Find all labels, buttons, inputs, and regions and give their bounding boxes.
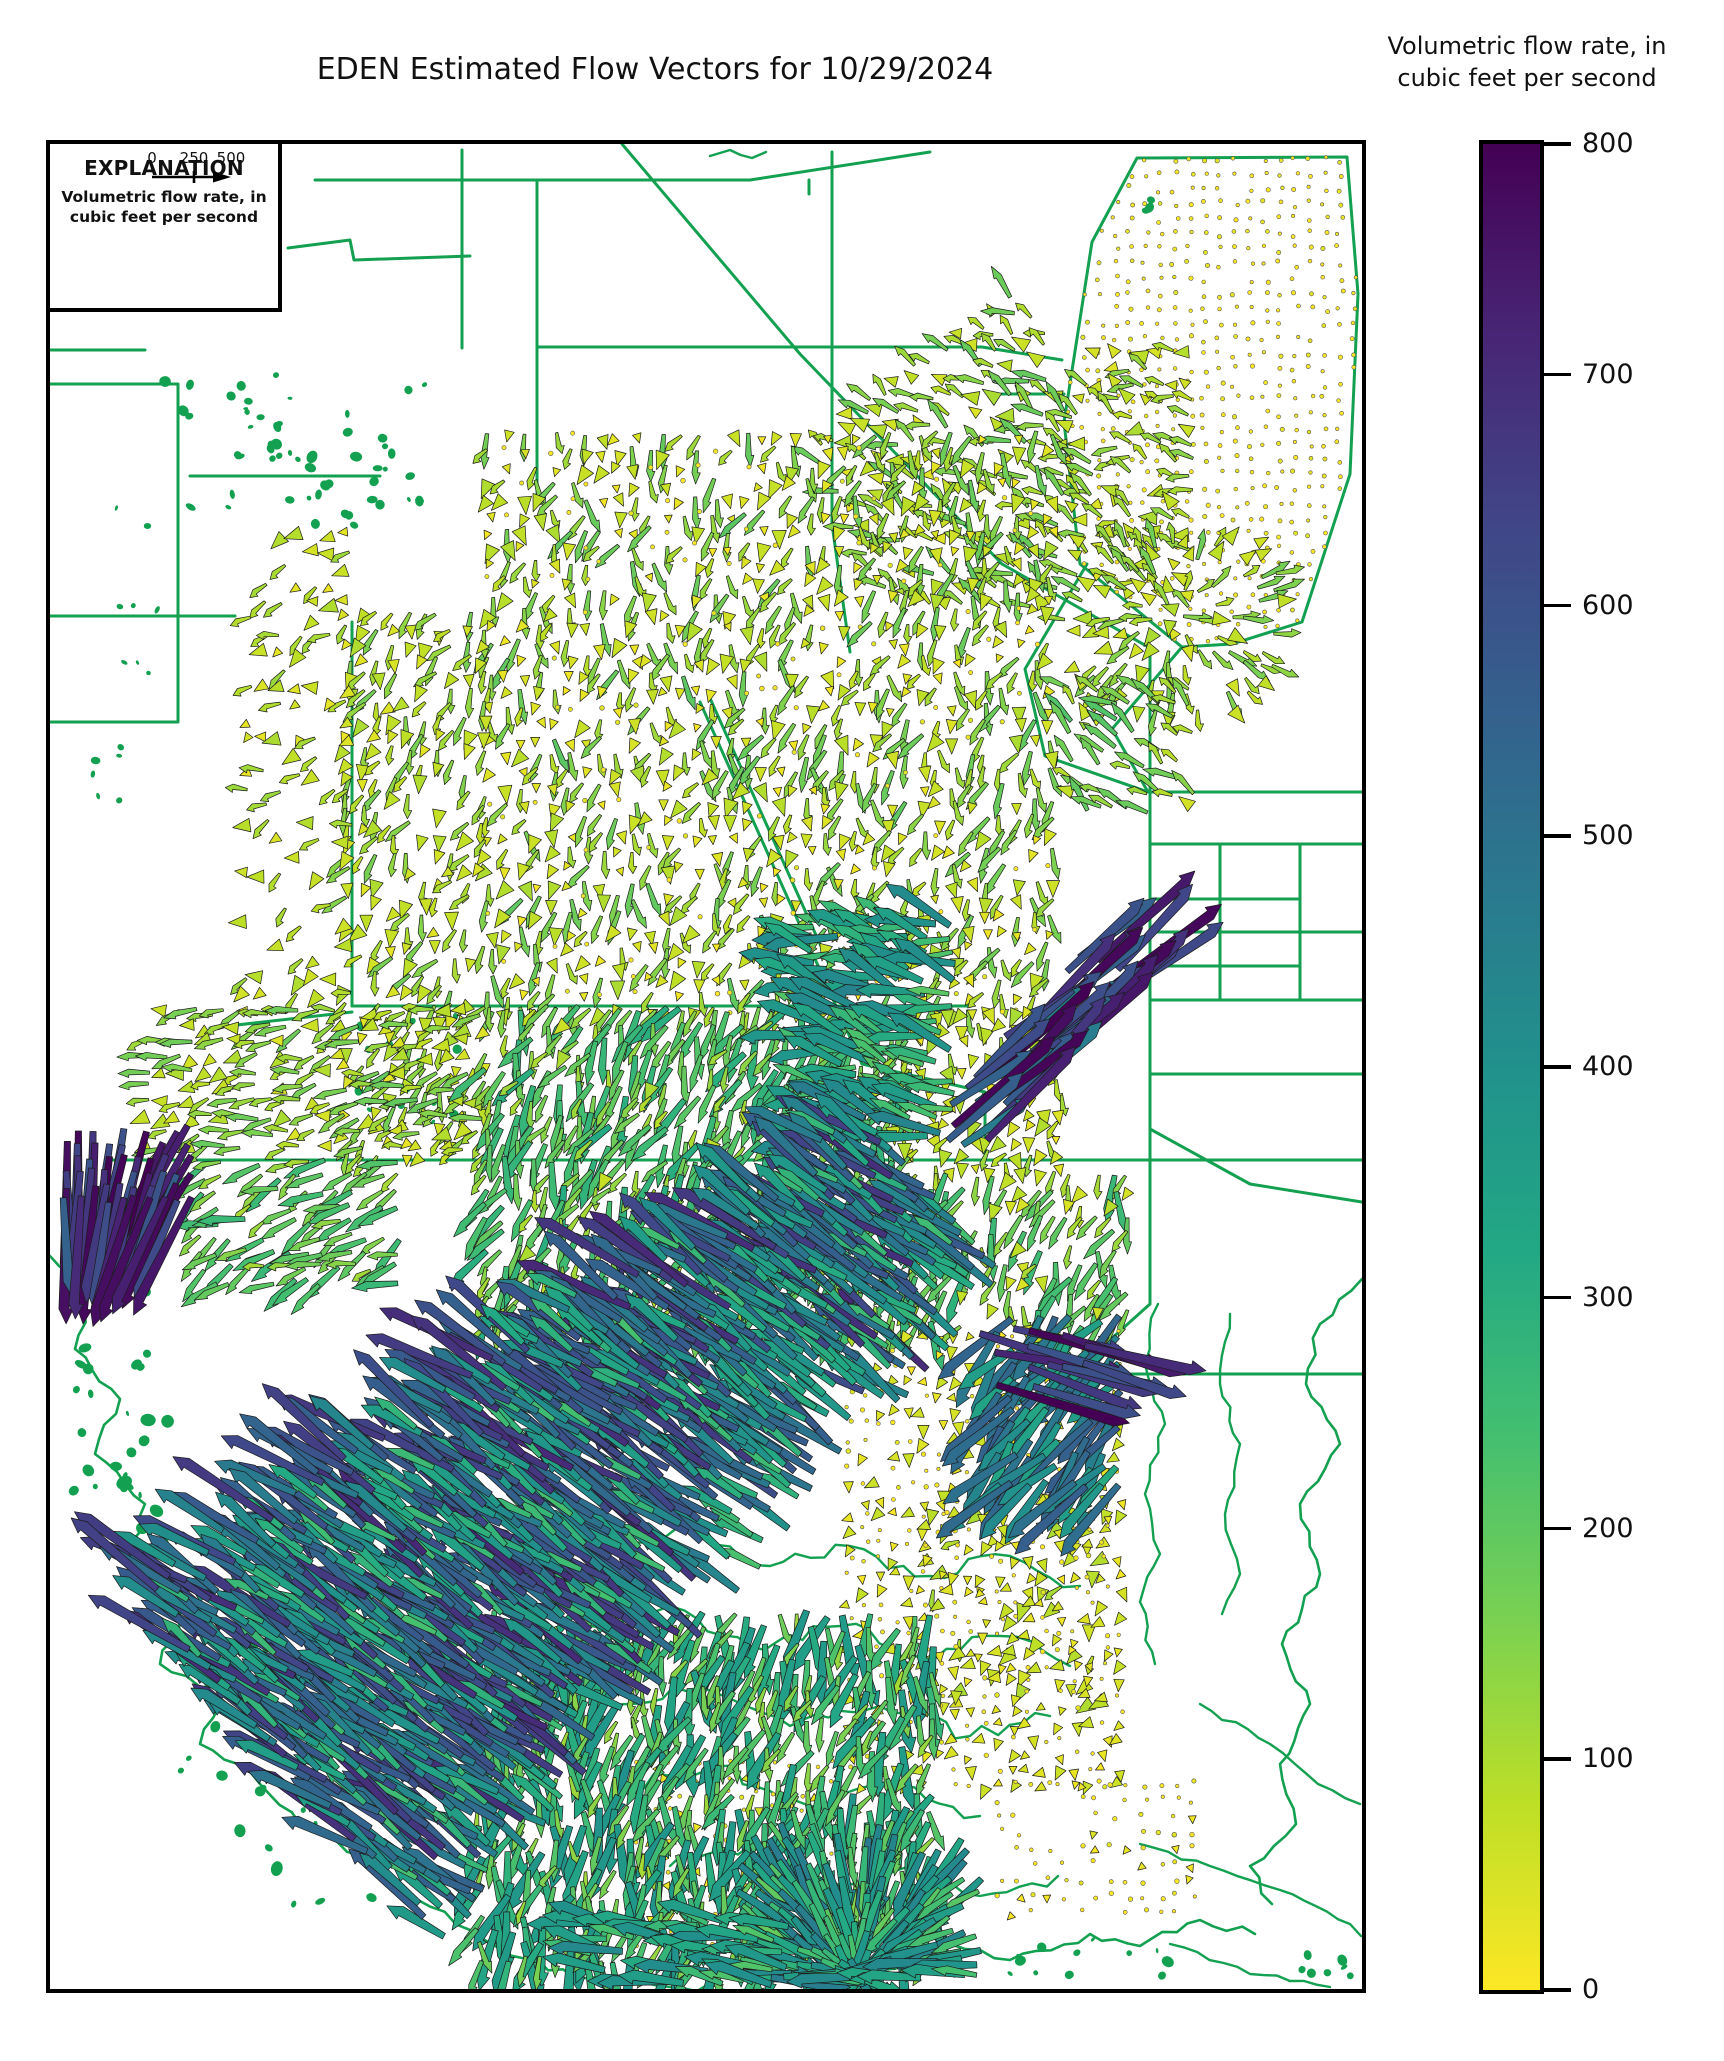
flow-region-ne-jet-fan: [945, 870, 1224, 1148]
scale-value-250: 250: [180, 149, 209, 167]
flow-vectors: [58, 155, 1358, 1989]
colorbar-tick-label: 100: [1582, 1743, 1634, 1775]
colorbar-tick: [1544, 1988, 1571, 1992]
colorbar-tick: [1544, 1295, 1571, 1300]
colorbar-tick: [1544, 1065, 1571, 1069]
flow-region-shark-slough-band: [70, 1081, 997, 1940]
colorbar-tick: [1544, 834, 1571, 838]
colorbar-tick-label: 700: [1582, 358, 1634, 390]
colorbar-tick-label: 800: [1582, 127, 1634, 159]
colorbar-tick-label: 0: [1582, 1973, 1600, 2005]
colorbar-tick-label: 400: [1582, 1050, 1634, 1082]
colorbar-tick-label: 600: [1582, 589, 1634, 621]
flow-region-left-sparse: [224, 525, 356, 1017]
flow-region-west-strip: [321, 607, 493, 1178]
flow-region-bay-splay: [526, 1899, 790, 1989]
scale-arrow-head: [213, 171, 231, 183]
colorbar-tick: [1544, 142, 1571, 146]
flow-region-taylor-jets: [978, 1325, 1207, 1427]
colorbar-tick: [1544, 603, 1571, 607]
colorbar-tick-label: 500: [1582, 820, 1634, 852]
explanation-subtitle: Volumetric flow rate, in cubic feet per …: [61, 188, 267, 226]
colorbar-tick-label: 200: [1582, 1512, 1634, 1544]
flow-region-wca2-sw-edge: [1038, 673, 1196, 815]
flow-region-pocket-fan: [790, 265, 1094, 612]
scale-value-0: 0: [147, 149, 157, 167]
map-frame: EXPLANATION Volumetric flow rate, in cub…: [46, 140, 1366, 1993]
explanation-box: EXPLANATION Volumetric flow rate, in cub…: [46, 140, 282, 312]
scale-value-500: 500: [217, 149, 246, 167]
colorbar-tick: [1544, 1526, 1571, 1530]
colorbar-tick: [1544, 1757, 1571, 1761]
page-title: EDEN Estimated Flow Vectors for 10/29/20…: [316, 52, 994, 87]
colorbar: [1479, 140, 1544, 1994]
colorbar-label: Volumetric flow rate, in cubic feet per …: [1387, 32, 1667, 93]
flow-region-south-small-yellow: [894, 1005, 1069, 1188]
scale-arrow: 0 250 500: [147, 149, 246, 183]
flow-region-nw-purple-fan: [58, 1123, 195, 1327]
flow-region-se-dots-low: [994, 1778, 1197, 1921]
flow-region-teal-west-cluster: [738, 883, 956, 1156]
map-canvas: [50, 144, 1362, 1989]
flow-region-west-tamiami: [169, 1157, 402, 1315]
flow-region-west-row: [116, 1002, 483, 1165]
colorbar-tick: [1544, 372, 1571, 377]
colorbar-tick-label: 300: [1582, 1281, 1634, 1313]
flow-region-upper-slough: [472, 429, 1067, 1048]
